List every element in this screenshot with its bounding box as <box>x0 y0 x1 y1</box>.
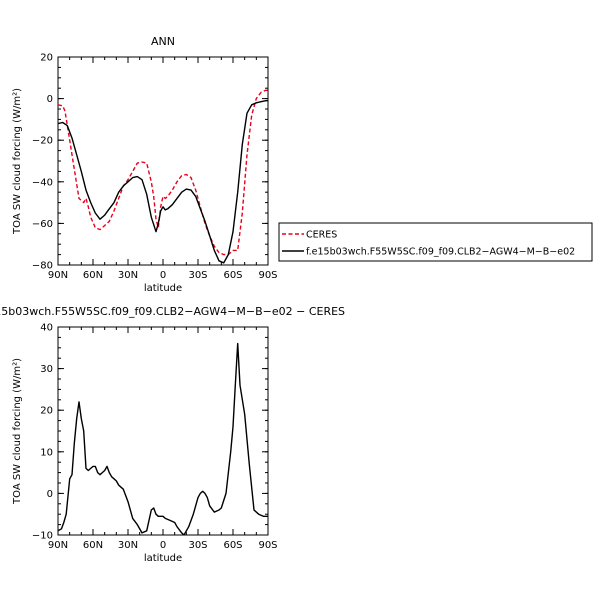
y-tick-label: −20 <box>32 136 53 147</box>
y-tick-label: 20 <box>40 53 53 64</box>
x-axis-label: latitude <box>144 283 182 294</box>
plot-frame <box>57 56 269 266</box>
y-tick-label: −60 <box>32 219 53 230</box>
panel-difference-cloud-forcing: 90N 60N 30N 0 30S 60S 90S −10 0 10 20 30 40 f.e15b03w… <box>0 305 345 564</box>
y-tick-label: 30 <box>40 364 53 375</box>
series-line-0 <box>58 89 268 256</box>
x-tick-label: 90N <box>48 540 68 551</box>
chart-title: f.e15b03wch.F55W5SC.f09_f09.CLB2−AGW4−M−… <box>0 305 345 318</box>
x-tick-label: 60S <box>223 540 242 551</box>
y-tick-label: 10 <box>40 447 53 458</box>
legend-label-1: f.e15b03wch.F55W5SC.f09_f09.CLB2−AGW4−M−… <box>306 247 575 258</box>
x-tick-label: 60N <box>83 540 103 551</box>
x-tick-label: 0 <box>160 540 166 551</box>
panel-annual-cloud-forcing: 90N 60N 30N 0 30S 60S 90S −80 −60 −40 −20 0 20 ANN lat… <box>12 35 278 294</box>
x-axis-label: latitude <box>144 553 182 564</box>
legend-box <box>278 222 593 262</box>
series-line-0 <box>58 342 268 535</box>
x-tick-label: 30N <box>118 270 138 281</box>
series-line-1 <box>58 99 268 264</box>
x-tick-label: 30S <box>188 540 207 551</box>
y-tick-label: 40 <box>40 323 53 334</box>
legend-label-0: CERES <box>306 230 337 241</box>
y-tick-label: 0 <box>47 94 53 105</box>
y-tick-label: −40 <box>32 177 53 188</box>
x-tick-label: 30N <box>118 540 138 551</box>
y-tick-label: −10 <box>32 531 53 542</box>
y-tick-label: −80 <box>32 261 53 272</box>
y-axis-label: TOA SW cloud forcing (W/m²) <box>12 88 23 235</box>
legend: CERES f.e15b03wch.F55W5SC.f09_f09.CLB2−AG… <box>278 222 593 262</box>
y-axis-label: TOA SW cloud forcing (W/m²) <box>12 358 23 505</box>
x-tick-label: 90S <box>258 540 277 551</box>
x-tick-label: 60N <box>83 270 103 281</box>
x-tick-label: 90S <box>258 270 277 281</box>
y-tick-label: 0 <box>47 489 53 500</box>
x-tick-label: 60S <box>223 270 242 281</box>
x-tick-label: 30S <box>188 270 207 281</box>
chart-title: ANN <box>151 35 175 48</box>
y-tick-label: 20 <box>40 406 53 417</box>
x-tick-label: 0 <box>160 270 166 281</box>
x-tick-label: 90N <box>48 270 68 281</box>
